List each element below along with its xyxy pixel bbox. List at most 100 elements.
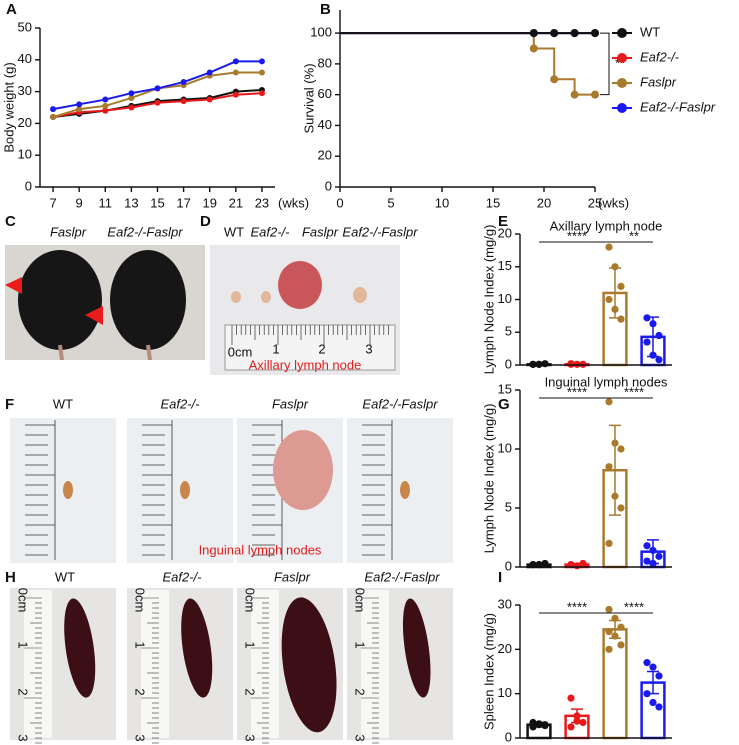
photo-label: Eaf2-/- <box>160 396 200 411</box>
data-point <box>579 718 587 727</box>
data-point <box>617 623 625 631</box>
data-point <box>617 282 625 290</box>
y-tick-label: 20 <box>18 115 32 130</box>
y-tick-label: 10 <box>18 147 32 162</box>
spleen <box>281 597 337 733</box>
point <box>180 98 187 105</box>
data-point <box>541 559 549 568</box>
data-point <box>655 331 663 340</box>
y-tick-label: 10 <box>498 685 512 700</box>
scale-label: 0cm <box>228 344 253 359</box>
y-tick-label: 0 <box>505 729 512 744</box>
significance: **** <box>567 384 587 399</box>
panel-label: C <box>5 213 16 230</box>
point <box>180 79 187 86</box>
data-point <box>573 712 581 720</box>
point <box>50 106 57 113</box>
panel-label: A <box>6 1 17 18</box>
x-tick-label: 25 <box>588 195 602 210</box>
data-point <box>611 492 619 500</box>
scale-label: 0cm <box>353 588 368 613</box>
point <box>154 99 161 106</box>
y-tick-label: 15 <box>498 381 512 396</box>
y-tick-label: 20 <box>318 148 332 163</box>
legend-label: Eaf2-/-Faslpr <box>640 99 716 114</box>
data-point <box>649 351 657 359</box>
data-point <box>605 645 613 653</box>
data-point <box>605 295 613 304</box>
data-point <box>573 717 581 725</box>
data-point <box>649 320 657 328</box>
point <box>570 29 579 38</box>
point <box>258 69 265 76</box>
scale-label: 2 <box>133 688 148 695</box>
chart-title: Inguinal lymph nodes <box>545 374 668 389</box>
data-point <box>617 445 625 453</box>
panel-label: H <box>5 569 16 586</box>
scale-label: 3 <box>243 734 258 741</box>
data-point <box>643 659 651 667</box>
panel-label: E <box>498 213 508 230</box>
data-point <box>579 559 587 568</box>
panel-label: G <box>498 396 510 413</box>
arrow <box>5 277 22 294</box>
point <box>258 90 265 97</box>
lymph-node <box>273 430 333 510</box>
photo-label: Eaf2-/-Faslpr <box>107 224 183 239</box>
y-tick-label: 30 <box>18 83 32 98</box>
significance: **** <box>567 599 587 614</box>
y-tick-label: 40 <box>318 117 332 132</box>
legend-label: WT <box>640 24 660 39</box>
chart-title: Axillary lymph node <box>550 218 663 233</box>
scale-label: 1 <box>353 641 368 648</box>
panel-label: F <box>5 396 14 413</box>
scale-label: 3 <box>16 734 31 741</box>
x-tick-label: 15 <box>486 195 500 210</box>
y-tick-label: 15 <box>498 258 512 273</box>
lymph-node <box>261 291 271 303</box>
photo-label: Faslpr <box>272 396 309 411</box>
lymph-node <box>63 481 73 499</box>
legend-marker <box>617 28 627 38</box>
data-point <box>655 703 663 711</box>
point <box>76 101 83 108</box>
y-tick-label: 10 <box>498 440 512 455</box>
photo-label: WT <box>55 569 75 584</box>
x-tick-label: 17 <box>176 195 190 210</box>
data-point <box>567 694 575 702</box>
ruler <box>141 590 169 738</box>
data-point <box>643 542 651 550</box>
ruler <box>24 590 52 738</box>
photo-label: Eaf2-/-Faslpr <box>364 569 440 584</box>
legend-marker <box>617 53 627 63</box>
scale-label: 1 <box>16 641 31 648</box>
x-tick-label: 5 <box>387 195 394 210</box>
point <box>258 58 265 65</box>
data-point <box>605 539 613 548</box>
data-point <box>611 439 619 447</box>
data-point <box>529 723 537 731</box>
spleen <box>64 598 96 698</box>
data-point <box>611 614 619 622</box>
data-point <box>643 690 651 698</box>
significance: **** <box>567 228 587 243</box>
legend-label: Eaf2-/- <box>640 49 680 64</box>
ruler <box>251 590 279 738</box>
data-point <box>643 338 651 346</box>
scale-label: 3 <box>353 734 368 741</box>
y-tick-label: 0 <box>505 356 512 371</box>
data-point <box>617 504 625 512</box>
scale-label: 2 <box>243 688 258 695</box>
data-point <box>567 723 575 731</box>
point <box>570 90 579 99</box>
panel-label: I <box>498 569 502 586</box>
point <box>529 44 538 53</box>
significance: ** <box>615 55 625 70</box>
point <box>206 69 213 76</box>
point <box>128 104 135 111</box>
x-tick-label: 23 <box>255 195 269 210</box>
point <box>232 69 239 76</box>
point <box>591 29 599 38</box>
scale-label: 1 <box>243 641 258 648</box>
